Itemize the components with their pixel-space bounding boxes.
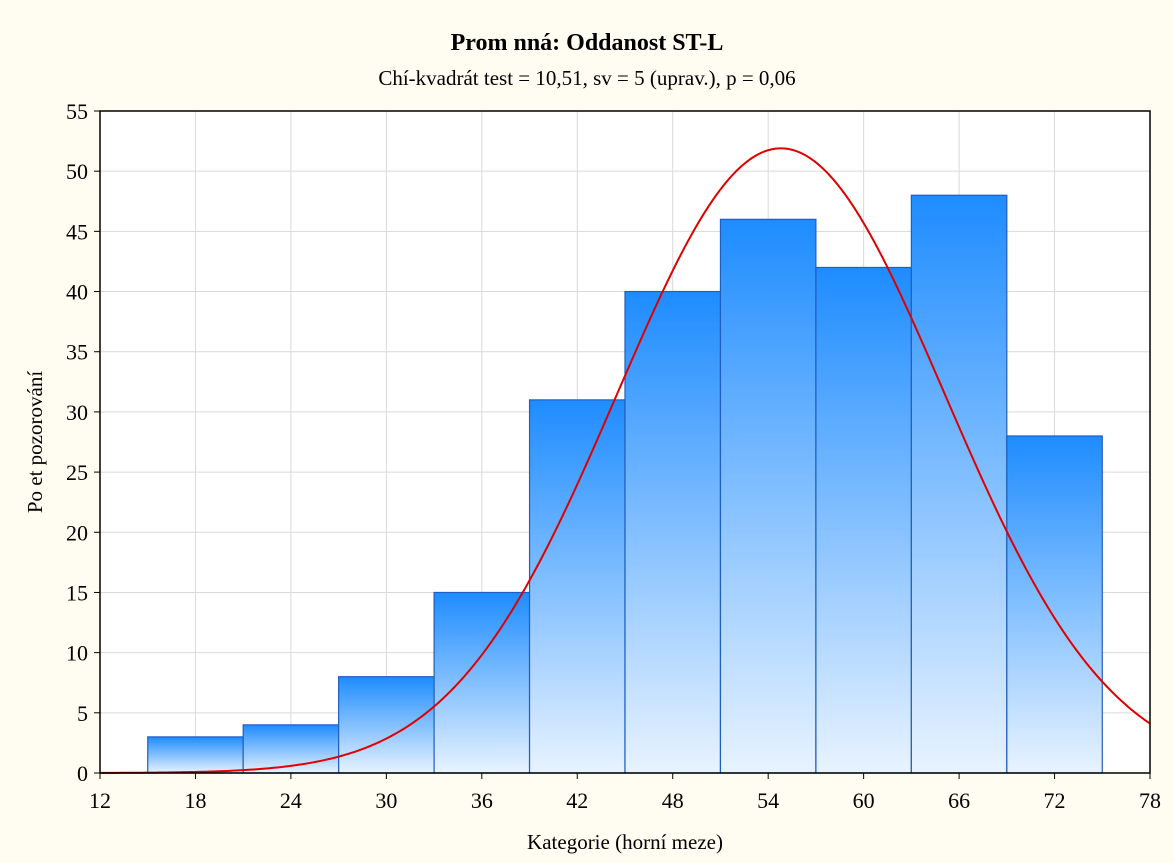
x-tick-label: 60 <box>853 788 875 813</box>
x-tick-label: 18 <box>184 788 206 813</box>
x-tick-label: 66 <box>948 788 970 813</box>
histogram-bar <box>147 736 244 774</box>
x-tick-label: 12 <box>89 788 111 813</box>
y-tick-label: 25 <box>66 460 88 485</box>
y-tick-label: 5 <box>77 701 88 726</box>
bar-layer <box>147 194 1103 774</box>
tick-layer: 12 18 24 30 36 42 48 54 60 66 72 78 0 5 10 15 20 25 30 35 40… <box>66 99 1161 813</box>
x-tick-label: 30 <box>375 788 397 813</box>
histogram-bar <box>1006 435 1103 774</box>
histogram-bar <box>338 676 435 774</box>
x-tick-label: 48 <box>662 788 684 813</box>
y-tick-label: 15 <box>66 580 88 605</box>
histogram-bar <box>624 290 722 774</box>
x-tick-label: 78 <box>1139 788 1161 813</box>
y-tick-label: 50 <box>66 159 88 184</box>
y-tick-label: 45 <box>66 219 88 244</box>
x-tick-label: 54 <box>757 788 779 813</box>
histogram-bar <box>528 399 626 774</box>
x-axis-label: Kategorie (horní meze) <box>527 830 723 854</box>
y-tick-label: 35 <box>66 340 88 365</box>
y-tick-label: 10 <box>66 641 88 666</box>
histogram-bar <box>719 218 817 774</box>
x-tick-label: 72 <box>1044 788 1066 813</box>
plot-frame <box>99 110 1151 774</box>
chart-subtitle: Chí-kvadrát test = 10,51, sv = 5 (uprav.… <box>378 66 795 90</box>
x-tick-label: 42 <box>566 788 588 813</box>
y-tick-label: 0 <box>77 761 88 786</box>
y-tick-label: 40 <box>66 280 88 305</box>
normal-fit-curve <box>99 147 1151 774</box>
histogram-bar <box>910 194 1008 774</box>
y-tick-label: 30 <box>66 400 88 425</box>
x-tick-label: 36 <box>471 788 493 813</box>
histogram-bar <box>815 266 912 774</box>
y-tick-label: 20 <box>66 520 88 545</box>
y-tick-label: 55 <box>66 99 88 124</box>
y-axis-label: Po et pozorování <box>23 371 47 513</box>
chart-title: Prom nná: Oddanost ST-L <box>451 30 724 56</box>
x-tick-label: 24 <box>280 788 302 813</box>
histogram-bar <box>433 591 531 774</box>
